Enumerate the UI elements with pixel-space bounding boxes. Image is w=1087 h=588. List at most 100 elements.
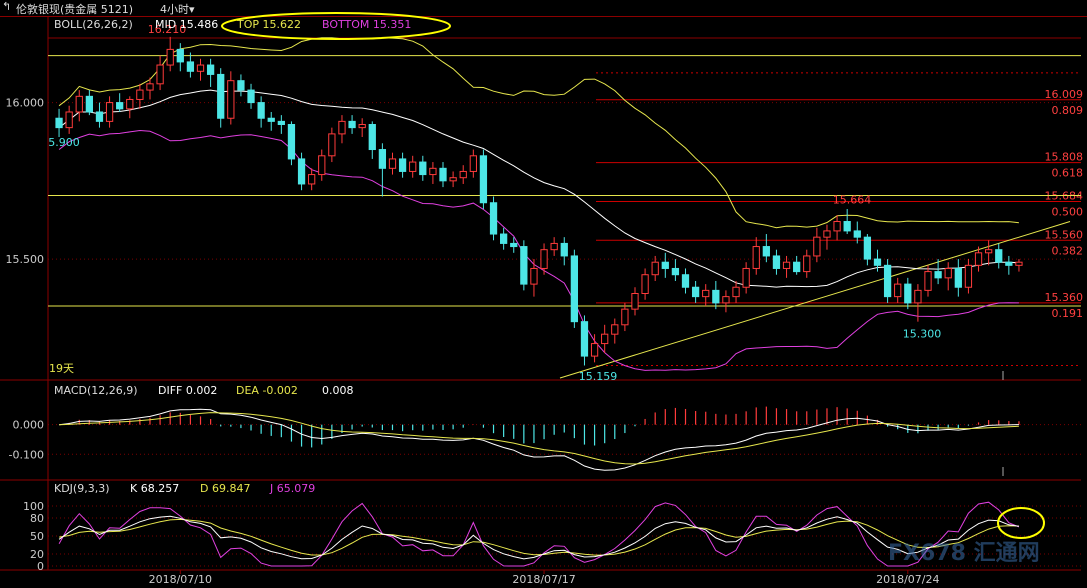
candle-body[interactable] [530,267,538,285]
candle-body[interactable] [156,64,164,85]
candle-body[interactable] [702,289,710,298]
candle-body[interactable] [914,289,922,304]
candle-body[interactable] [126,98,134,110]
candle-body[interactable] [732,286,740,298]
candle-body[interactable] [166,48,174,66]
candle-body[interactable] [520,246,528,285]
candle-body[interactable] [459,170,467,179]
candle-body[interactable] [247,89,255,104]
candle-body[interactable] [641,274,649,295]
candle-body[interactable] [883,264,892,298]
candle-body[interactable] [560,242,568,257]
candle-body[interactable] [590,343,599,357]
candle-body[interactable] [500,233,508,244]
candle-body[interactable] [944,267,952,279]
candle-body[interactable] [621,308,629,326]
candle-body[interactable] [894,283,902,298]
candle-body[interactable] [116,102,124,110]
candle-body[interactable] [449,177,457,182]
candle-body[interactable] [277,120,285,125]
candle-body[interactable] [469,155,477,172]
candle-body[interactable] [368,124,376,151]
candle-body[interactable] [75,95,83,113]
candle-body[interactable] [601,333,609,345]
candle-body[interactable] [318,155,326,176]
candle-body[interactable] [540,249,548,269]
candle-body[interactable] [378,149,387,169]
candle-body[interactable] [136,89,144,100]
candle-body[interactable] [1005,261,1013,266]
candle-body[interactable] [691,286,700,298]
instrument-title[interactable]: 伦敦银现(贵金属 5121) [16,3,134,16]
candle-body[interactable] [287,124,296,160]
candle-body[interactable] [823,230,831,238]
candle-body[interactable] [489,202,498,235]
candle-body[interactable] [146,83,154,91]
candle-body[interactable] [95,111,104,122]
candle-body[interactable] [853,230,861,238]
candle-body[interactable] [196,64,205,72]
candle-body[interactable] [105,102,114,122]
candle-body[interactable] [570,255,578,323]
candle-body[interactable] [681,274,690,288]
candle-body[interactable] [297,158,306,185]
macd-indicator-name[interactable]: MACD(12,26,9) [54,384,138,397]
candle-body[interactable] [439,167,447,182]
period-selector[interactable]: 4小时▾ [160,3,195,16]
candle-body[interactable] [206,64,215,75]
candle-body[interactable] [904,283,912,304]
candle-body[interactable] [409,161,417,172]
candle-body[interactable] [813,236,821,257]
candle-body[interactable] [267,117,275,122]
candle-body[interactable] [752,246,760,269]
candle-body[interactable] [398,158,407,172]
candle-body[interactable] [227,80,235,119]
candle-body[interactable] [974,252,983,266]
candle-body[interactable] [712,289,720,304]
candle-body[interactable] [651,261,659,276]
candle-body[interactable] [308,174,316,185]
candle-body[interactable] [419,161,427,176]
candle-body[interactable] [358,124,366,129]
candle-body[interactable] [995,249,1003,263]
candle-body[interactable] [176,48,184,63]
candle-body[interactable] [742,267,750,288]
candle-body[interactable] [217,73,225,119]
candle-body[interactable] [55,117,63,129]
candle-body[interactable] [762,246,770,257]
candle-body[interactable] [1015,261,1023,266]
back-arrow-icon[interactable]: ↰ [2,0,12,13]
candle-body[interactable] [722,296,730,304]
candle-body[interactable] [257,102,265,119]
candle-body[interactable] [661,261,669,269]
candle-body[interactable] [985,249,993,254]
candle-body[interactable] [924,271,932,291]
candle-body[interactable] [237,80,245,91]
candle-body[interactable] [873,258,882,266]
candle-body[interactable] [782,261,791,269]
boll-indicator-name[interactable]: BOLL(26,26,2) [54,18,133,31]
candle-body[interactable] [550,242,558,251]
macd-panel[interactable]: 0.000 -0.100 [9,406,1081,471]
kdj-indicator-name[interactable]: KDJ(9,3,3) [54,482,110,495]
candle-body[interactable] [793,261,801,273]
candle-body[interactable] [631,293,639,310]
candle-body[interactable] [833,221,841,232]
candle-body[interactable] [863,236,872,260]
candle-body[interactable] [85,95,93,113]
candle-body[interactable] [338,120,346,135]
candle-body[interactable] [934,271,942,279]
candle-body[interactable] [611,324,619,335]
candle-body[interactable] [186,61,195,72]
candle-body[interactable] [479,155,488,204]
candle-body[interactable] [388,158,397,169]
candle-body[interactable] [964,264,973,288]
price-panel[interactable]: 16.00015.50016.0090.80915.8080.61815.684… [6,23,1084,383]
candle-body[interactable] [348,120,356,129]
candle-body[interactable] [843,221,851,232]
candle-body[interactable] [429,167,437,176]
candle-body[interactable] [803,255,811,273]
candle-body[interactable] [65,111,73,129]
candle-body[interactable] [772,255,781,269]
candle-body[interactable] [510,242,518,248]
